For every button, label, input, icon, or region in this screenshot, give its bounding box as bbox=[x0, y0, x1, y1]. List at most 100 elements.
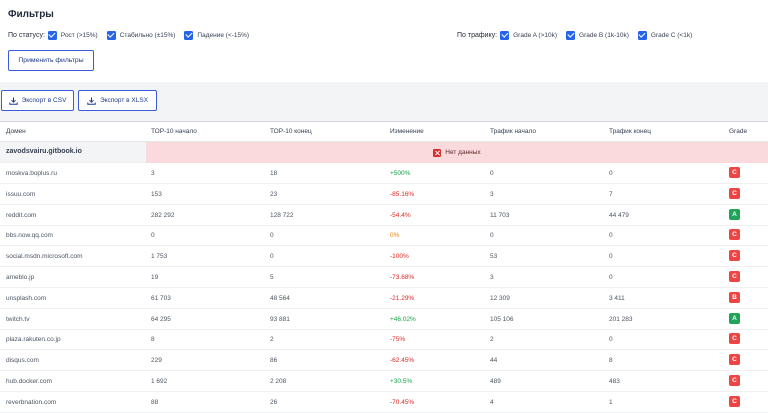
row-top10-start: 282 292 bbox=[151, 211, 175, 219]
row-change: -62.45% bbox=[390, 357, 415, 365]
domains-table: Домен ТОР-10 начало ТОР-10 конец Изменен… bbox=[0, 121, 768, 413]
row-traffic-end: 44 479 bbox=[609, 211, 629, 219]
row-domain[interactable]: plaza.rakuten.co.jp bbox=[6, 336, 61, 344]
table-row: bbs.now.qq.com 0 0 0% 0 0 C bbox=[0, 225, 768, 247]
row-traffic-start: 4 bbox=[490, 398, 494, 406]
row-traffic-start: 489 bbox=[490, 378, 501, 385]
grade-badge: B bbox=[729, 291, 740, 303]
filters-title: Фильтры bbox=[8, 9, 54, 20]
no-data-banner: Нет данных bbox=[146, 142, 768, 163]
row-traffic-end: 483 bbox=[609, 378, 620, 385]
checkbox-label: Grade B (1k-10k) bbox=[579, 31, 629, 39]
row-traffic-start: 3 bbox=[490, 190, 494, 198]
row-traffic-start: 0 bbox=[490, 170, 494, 177]
grade-badge: C bbox=[729, 395, 740, 407]
table-row: moskva.boplus.ru 3 18 +500% 0 0 C bbox=[0, 163, 768, 184]
column-header-grade[interactable]: Grade bbox=[729, 128, 748, 135]
row-domain[interactable]: hub.docker.com bbox=[6, 378, 52, 385]
export-xlsx-button[interactable]: Экспорт в XLSX bbox=[78, 90, 157, 111]
row-domain[interactable]: social.msdn.microsoft.com bbox=[6, 253, 83, 261]
row-traffic-end: 0 bbox=[609, 170, 613, 177]
table-row: issuu.com 153 23 -85.16% 3 7 C bbox=[0, 184, 768, 205]
row-traffic-start: 2 bbox=[490, 336, 494, 344]
row-traffic-end: 0 bbox=[609, 274, 613, 281]
grade-badge: C bbox=[729, 167, 740, 178]
table-header: Домен ТОР-10 начало ТОР-10 конец Изменен… bbox=[0, 122, 768, 142]
column-header-change[interactable]: Изменение bbox=[390, 128, 424, 135]
row-traffic-end: 0 bbox=[609, 336, 613, 344]
table-row: ameblo.jp 19 5 -73.68% 3 0 C bbox=[0, 267, 768, 288]
column-header-top10-start[interactable]: ТОР-10 начало bbox=[151, 128, 197, 135]
column-header-traffic-start[interactable]: Трафик начало bbox=[490, 128, 537, 135]
checkbox-label: Стабильно (±15%) bbox=[119, 31, 176, 39]
row-top10-end: 23 bbox=[270, 190, 278, 198]
row-top10-end: 2 bbox=[270, 336, 274, 344]
export-bar: Экспорт в CSV Экспорт в XLSX bbox=[0, 82, 768, 120]
table-row: unsplash.com 61 703 48 564 -21.29% 12 309 3 4… bbox=[0, 288, 768, 309]
column-header-domain[interactable]: Домен bbox=[6, 128, 26, 135]
row-domain[interactable]: reverbnation.com bbox=[6, 398, 57, 406]
row-traffic-start: 3 bbox=[490, 274, 494, 281]
checkbox-label: Grade C (<1k) bbox=[650, 31, 693, 39]
row-top10-end: 128 722 bbox=[270, 211, 294, 219]
grade-badge: C bbox=[729, 187, 740, 199]
row-traffic-start: 105 106 bbox=[490, 315, 514, 323]
row-change: -21.29% bbox=[390, 294, 415, 302]
row-traffic-start: 12 309 bbox=[490, 294, 510, 302]
row-domain[interactable]: bbs.now.qq.com bbox=[6, 232, 53, 240]
checkbox-checked-icon bbox=[184, 30, 194, 40]
row-domain[interactable]: twitch.tv bbox=[6, 315, 30, 323]
row-domain[interactable]: reddit.com bbox=[6, 211, 37, 219]
status-growth-checkbox[interactable]: Рост (>15%) bbox=[47, 30, 98, 40]
table-row: twitch.tv 64 295 93 881 +46.02% 105 106 201 2… bbox=[0, 309, 768, 330]
grade-badge: A bbox=[729, 312, 740, 324]
row-top10-start: 153 bbox=[151, 190, 162, 198]
row-top10-start: 8 bbox=[151, 336, 155, 344]
traffic-filter-label: По трафику: bbox=[457, 31, 498, 39]
row-top10-start: 1 692 bbox=[151, 378, 168, 385]
row-top10-start: 0 bbox=[151, 232, 155, 240]
status-decline-checkbox[interactable]: Падение (<-15%) bbox=[184, 30, 250, 40]
apply-filters-button[interactable]: Применить фильтры bbox=[8, 50, 94, 71]
status-filter-label: По статусу: bbox=[8, 31, 45, 39]
row-traffic-end: 7 bbox=[609, 190, 613, 198]
row-traffic-end: 1 bbox=[609, 398, 613, 406]
filters-panel: Фильтры По статусу: Рост (>15%) Стабильн… bbox=[0, 0, 768, 82]
no-data-text: Нет данных bbox=[445, 149, 481, 156]
column-header-traffic-end[interactable]: Трафик конец bbox=[609, 128, 651, 135]
row-top10-start: 1 753 bbox=[151, 253, 168, 261]
table-row: reverbnation.com 88 26 -70.45% 4 1 C bbox=[0, 392, 768, 413]
traffic-grade-a-checkbox[interactable]: Grade A (>10k) bbox=[500, 30, 557, 40]
row-top10-end: 18 bbox=[270, 170, 278, 177]
row-change: -54.4% bbox=[390, 211, 411, 219]
grade-badge: C bbox=[729, 354, 740, 366]
checkbox-label: Падение (<-15%) bbox=[197, 31, 250, 39]
table-row: disqus.com 229 86 -62.45% 44 8 C bbox=[0, 350, 768, 372]
traffic-grade-c-checkbox[interactable]: Grade C (<1k) bbox=[637, 30, 693, 40]
traffic-grade-b-checkbox[interactable]: Grade B (1k-10k) bbox=[566, 30, 629, 40]
checkbox-checked-icon bbox=[106, 30, 116, 40]
error-x-icon bbox=[433, 148, 442, 157]
row-traffic-start: 11 703 bbox=[490, 211, 510, 219]
grade-badge: C bbox=[729, 375, 740, 386]
row-top10-end: 93 881 bbox=[270, 315, 290, 323]
row-domain[interactable]: moskva.boplus.ru bbox=[6, 170, 57, 177]
table-row-no-data: zavodsvairu.gitbook.io Нет данных bbox=[0, 142, 768, 163]
row-top10-start: 64 295 bbox=[151, 315, 171, 323]
column-header-top10-end[interactable]: ТОР-10 конец bbox=[270, 128, 312, 135]
grade-badge: C bbox=[729, 333, 740, 345]
row-change: -100% bbox=[390, 253, 409, 261]
download-icon bbox=[8, 97, 18, 105]
table-row: hub.docker.com 1 692 2 208 +30.5% 489 483 C bbox=[0, 371, 768, 392]
checkbox-checked-icon bbox=[47, 30, 57, 40]
checkbox-checked-icon bbox=[637, 30, 647, 40]
status-stable-checkbox[interactable]: Стабильно (±15%) bbox=[106, 30, 176, 40]
row-domain[interactable]: unsplash.com bbox=[6, 294, 47, 302]
export-csv-button[interactable]: Экспорт в CSV bbox=[1, 90, 74, 111]
table-row: social.msdn.microsoft.com 1 753 0 -100% 53 0 C bbox=[0, 246, 768, 268]
row-domain[interactable]: issuu.com bbox=[6, 190, 36, 198]
row-domain[interactable]: disqus.com bbox=[6, 357, 39, 365]
grade-badge: A bbox=[729, 208, 740, 220]
row-domain[interactable]: ameblo.jp bbox=[6, 274, 35, 281]
table-row: plaza.rakuten.co.jp 8 2 -75% 2 0 C bbox=[0, 329, 768, 351]
